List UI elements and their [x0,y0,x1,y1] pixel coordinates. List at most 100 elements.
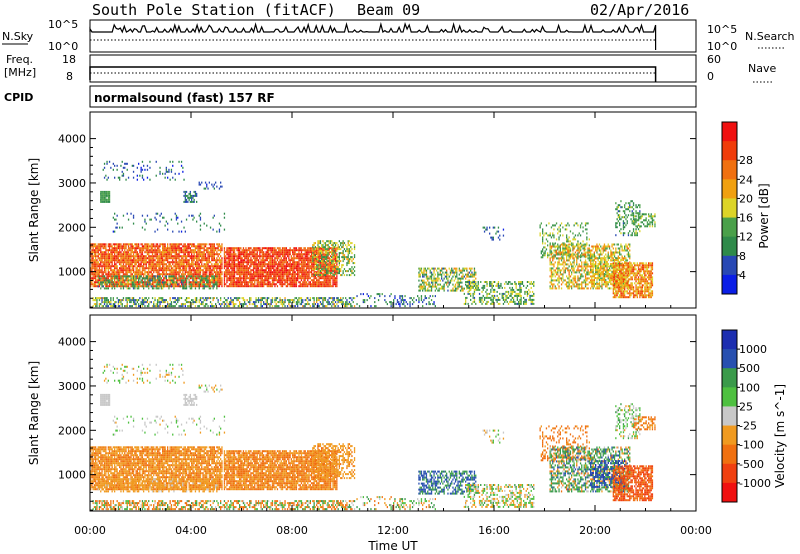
power-cell [273,247,275,250]
power-cell [317,242,319,245]
power-cell [131,243,133,246]
power-cell [276,263,279,266]
power-cell [193,253,195,256]
power-cell [163,243,165,246]
power-cell [150,279,152,282]
power-cell [271,279,274,282]
power-cell [106,255,108,258]
power-cell [249,275,251,278]
power-cell [281,247,284,250]
power-cell [121,303,123,306]
power-cell [257,247,260,250]
power-cell [174,243,176,246]
power-cell [346,270,348,273]
power-cell [93,303,96,306]
power-cell [120,253,122,256]
power-cell [188,279,190,282]
power-cell [180,283,183,286]
power-cell [217,275,219,278]
power-cell [207,277,209,280]
power-cell [216,259,218,262]
power-cell [95,265,97,268]
power-cell [212,299,214,302]
power-cell [324,258,327,261]
power-cell [331,256,333,259]
power-cell [100,265,102,268]
power-cell [189,200,191,203]
power-cell [244,279,246,282]
power-cell [182,257,184,260]
power-cell [377,293,380,296]
power-cell [292,251,294,254]
power-cell [145,251,147,254]
power-cell [120,251,122,254]
power-cell [223,257,226,260]
power-cell [318,253,320,256]
power-cell [316,274,318,277]
power-cell [132,251,135,254]
power-cell [242,303,245,306]
power-cell [183,259,185,262]
power-cell [275,261,277,264]
power-cell [221,245,223,248]
power-cell [188,273,190,276]
power-cell [295,301,298,304]
power-cell [264,255,266,258]
power-cell [127,271,130,274]
power-cell [119,255,121,258]
power-cell [192,200,194,203]
power-cell [292,253,294,256]
power-cell [249,247,251,250]
power-cell [313,277,315,280]
power-cell [153,285,155,288]
power-cell [271,285,274,288]
power-cell [353,297,356,300]
power-cell [217,245,219,248]
power-cell [184,190,186,193]
power-cell [130,283,132,286]
power-cell [300,273,303,276]
power-cell [117,279,120,282]
power-cell [254,259,256,262]
power-cell [319,255,322,258]
power-cell [127,299,130,302]
power-cell [180,230,183,233]
power-cell [127,261,130,264]
power-cell [326,273,328,276]
power-cell [295,283,298,286]
power-cell [177,297,179,300]
power-cell [126,168,128,171]
power-cell [105,253,107,256]
power-cell [257,261,260,264]
power-cell [331,250,333,253]
power-cell [208,267,210,270]
power-cell [240,285,242,288]
power-cell [203,271,205,274]
power-cell [225,263,227,266]
power-cell [264,247,266,250]
power-cell [319,303,322,306]
power-cell [323,248,325,251]
power-cell [271,263,274,266]
power-cell [149,160,151,163]
power-cell [143,255,145,258]
power-cell [217,265,219,268]
power-cell [107,265,109,268]
power-cell [119,305,121,308]
power-cell [125,263,127,266]
power-cell [217,255,219,258]
power-cell [230,265,232,268]
power-cell [254,275,256,278]
power-cell [206,277,208,280]
power-cell [114,281,116,284]
power-cell [125,247,127,250]
power-cell [127,249,130,252]
power-cell [167,259,169,262]
power-cell [136,281,138,284]
power-cell [144,168,146,171]
power-cell [192,214,194,217]
power-cell [209,301,212,304]
power-cell [324,277,327,280]
power-cell [141,243,144,246]
power-cell [308,249,310,252]
